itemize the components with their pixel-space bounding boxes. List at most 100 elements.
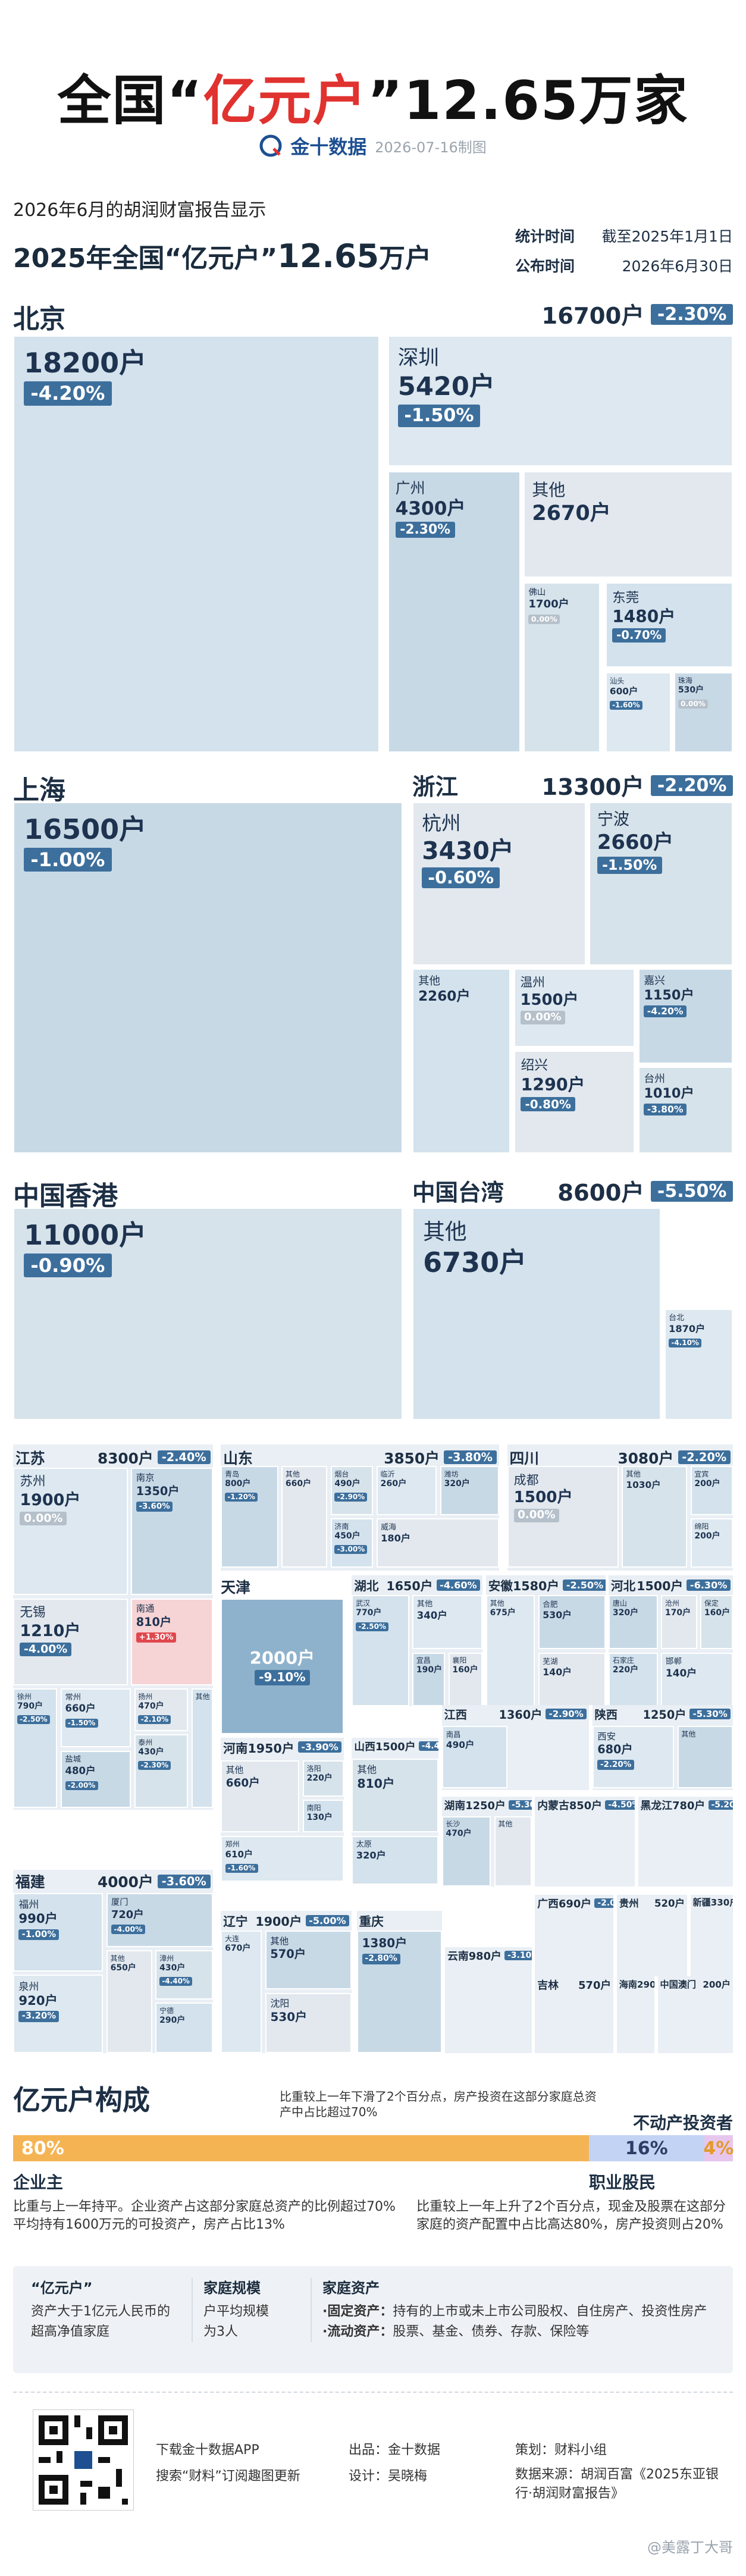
region-head: 上海 [13,770,403,805]
city-value: 720户 [111,1908,144,1921]
change-badge: -4.40% [418,1741,438,1751]
date: 2026-07-16制图 [375,139,487,156]
city-value: 610户 [225,1848,253,1860]
footer-source: 数据来源：胡润百富《2025东亚银行·胡润财富报告》 [515,2467,719,2501]
city-name: 南通 [136,1603,155,1615]
region-name: 黑龙江 [640,1799,673,1812]
city-cell: 宜昌 190户 [412,1652,445,1707]
city-value: 180户 [381,1532,411,1544]
city-cell: 嘉兴 1150户 -4.20% [638,969,733,1064]
region-total-wrap: 1950户 -3.90% [247,1739,342,1755]
def-rich: “亿元户” 资产大于1亿元人民币的 超高净值家庭 [31,2278,186,2342]
region-name: 中国台湾 [412,1180,504,1206]
change-badge: -3.90% [297,1741,342,1753]
badge-row: -1.50% [65,1716,127,1728]
city-value: 130户 [306,1812,333,1822]
city-cell: 1380户 -2.80% [356,1931,442,2054]
region-total-wrap: 1500户-4.40% [375,1739,438,1753]
city-name: 襄阳 [452,1656,467,1665]
def-assets: 家庭资产 ·固定资产：持有的上市或未上市公司股权、自住房产、投资性房产 ·流动资… [311,2278,733,2342]
region-total: 4000户 [97,1873,153,1891]
def-term: ·流动资产： [322,2324,393,2339]
city-cell: 邯郸 140户 [661,1652,733,1707]
bar-label: 16% [625,2138,668,2159]
city-value: 2260户 [418,989,471,1005]
city-name: 洛阳 [306,1764,321,1773]
city-value: 1700户 [528,598,569,611]
city-name: 其他 [357,1764,377,1776]
footer-designer: 设计：吴晓梅 [349,2469,428,2484]
region-total-wrap: 8300户 -2.40% [98,1448,211,1467]
city-cell: 其他 6730户 [412,1207,661,1420]
city-value: 3430户 [422,836,514,865]
city-name: 珠海 [678,676,692,685]
change-badge: -4.50% [605,1800,635,1810]
badge-row: -1.20% [225,1490,274,1502]
city-value: 260户 [380,1478,407,1488]
region-total: 1500户 [637,1579,684,1593]
change-badge: -2.00% [594,1898,614,1908]
region-total-wrap: 1580户 -2.50% [513,1577,606,1593]
city-cell: 其他 810户 [352,1759,438,1832]
region-total: 200户 [703,1979,731,1990]
headline-unit: 万户 [379,243,432,274]
city-value: 340户 [416,1609,447,1621]
city-name: 泰州 [138,1738,153,1747]
badge-row: -4.00% [111,1923,208,1935]
region-total: 520户 [654,1897,685,1909]
city-name: 苏州 [20,1474,46,1490]
city-name: 嘉兴 [644,974,666,987]
region-block [690,1894,733,1976]
badge-row: -0.60% [422,867,576,889]
region-name: 海南 [619,1979,637,1990]
city-name: 泉州 [18,1980,39,1992]
city-name: 合肥 [543,1599,558,1609]
change-badge: -2.30% [395,522,455,538]
change-badge: -4.60% [436,1579,481,1591]
city-cell: 台北 1870户 -4.10% [664,1309,733,1420]
city-value: 810户 [357,1776,395,1791]
region-name: 中国香港 [13,1180,118,1211]
region-total-wrap: 13300户 -2.20% [541,770,733,800]
city-cell: 成都 1500户 0.00% [507,1466,619,1568]
city-value: 16500户 [24,813,147,845]
region-total-wrap: 16700户 -2.30% [541,299,733,329]
change-badge: -2.50% [17,1715,50,1725]
city-name: 其他 [681,1730,696,1739]
city-value: 660户 [225,1776,260,1790]
region-head: 福建 4000户 -3.60% [13,1872,213,1891]
region-total: 8300户 [97,1449,153,1467]
change-badge: -2.30% [651,303,733,325]
city-name: 石家庄 [612,1656,634,1665]
region-name: 内蒙古 [537,1799,569,1812]
city-cell: 郑州 610户 -1.60% [221,1835,344,1882]
change-badge: -2.90% [546,1708,587,1719]
city-cell: 其他 [677,1726,733,1788]
region-total-wrap: 850户-4.50% [569,1798,635,1812]
city-cell: 宁波 2660户 -1.50% [589,801,733,966]
region-name: 重庆 [359,1914,384,1929]
title-suffix: ”12.65万家 [367,70,689,132]
region-total: 3850户 [384,1449,440,1467]
region-total: 1580户 [512,1579,559,1593]
city-cell: 福州 990户 -1.00% [13,1892,104,1972]
stat-label: 统计时间 [515,228,575,245]
city-name: 其他 [270,1935,289,1947]
city-name: 武汉 [356,1599,371,1608]
city-value: 2660户 [597,831,673,854]
city-value: 140户 [665,1667,697,1679]
def-line: 为3人 [203,2324,238,2339]
watermark: @美露丁大哥 [647,2539,733,2556]
city-value: 660户 [285,1478,312,1488]
city-cell: 襄阳 160户 [448,1652,483,1707]
city-value: 990户 [18,1911,58,1926]
city-name: 潍坊 [444,1469,459,1478]
city-cell: 宜宾 200户 [690,1466,733,1515]
city-value: 770户 [356,1608,382,1618]
city-cell: 武汉 770户 -2.50% [352,1595,409,1707]
city-value: 320户 [612,1608,639,1618]
composition-bar: 4% [703,2135,734,2161]
change-badge: -2.10% [138,1715,171,1725]
city-cell: 汕头 600户 -1.60% [605,672,671,753]
